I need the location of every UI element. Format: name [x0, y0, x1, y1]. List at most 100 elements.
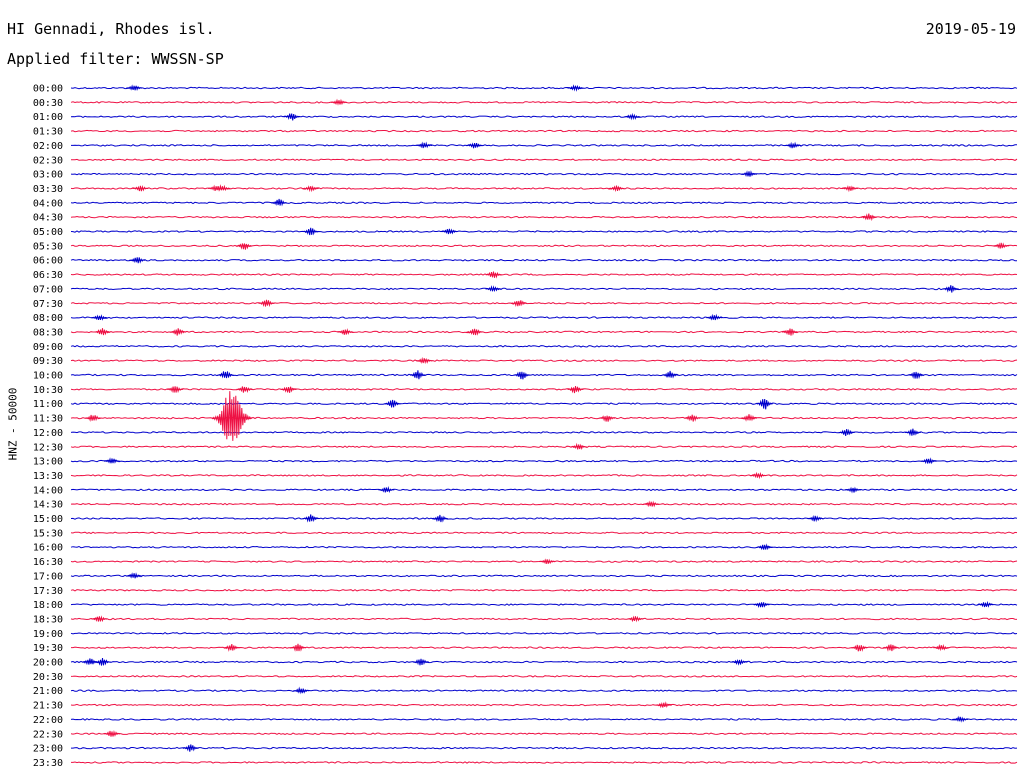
seismic-event [94, 658, 111, 666]
row-time-label: 19:00 [33, 629, 63, 640]
seismic-event [655, 701, 672, 709]
trace-line [70, 287, 1018, 291]
seismic-event [416, 141, 433, 149]
seismic-event [283, 113, 300, 121]
seismic-event [567, 84, 584, 92]
seismic-event [977, 600, 994, 608]
trace-line [70, 101, 1018, 104]
trace-line [70, 703, 1018, 707]
seismic-event [643, 500, 660, 508]
row-time-label: 12:00 [33, 428, 63, 439]
seismic-event [731, 658, 748, 666]
trace-line [70, 574, 1018, 578]
seismic-event [167, 386, 184, 394]
seismic-event [740, 414, 758, 422]
trace-line [71, 158, 1018, 161]
trace-line [70, 345, 1018, 348]
seismic-event [807, 515, 824, 523]
filter-label: Applied filter: WWSSN-SP [7, 50, 224, 68]
seismic-event [627, 615, 644, 623]
row-time-label: 20:30 [33, 672, 63, 683]
trace-line [70, 631, 1018, 635]
seismic-event [756, 399, 773, 410]
seismic-event [280, 386, 297, 393]
seismic-event [81, 658, 98, 666]
trace-line [70, 445, 1018, 448]
row-time-label: 07:30 [33, 299, 63, 310]
seismic-event [182, 744, 199, 752]
station-title: HI Gennadi, Rhodes isl. [7, 20, 215, 38]
trace-line [70, 172, 1018, 176]
trace-line [70, 316, 1018, 319]
trace-line [70, 402, 1018, 405]
trace-line [70, 732, 1018, 735]
row-time-label: 21:00 [33, 686, 63, 697]
row-time-label: 17:30 [33, 586, 63, 597]
trace-line [70, 373, 1018, 377]
trace-line [70, 488, 1018, 492]
seismic-event [337, 328, 354, 335]
seismic-event [599, 415, 616, 422]
row-time-label: 06:30 [33, 270, 63, 281]
trace-line [70, 431, 1018, 434]
trace-line [70, 474, 1018, 477]
trace-line [70, 531, 1018, 535]
earthquake-event [211, 391, 253, 441]
seismic-event [223, 644, 240, 652]
seismic-event [330, 98, 348, 106]
row-time-label: 13:30 [33, 471, 63, 482]
seismic-event [684, 414, 701, 422]
row-time-label: 02:30 [33, 155, 63, 166]
seismic-event [236, 386, 253, 393]
trace-line [70, 660, 1018, 664]
seismic-event [485, 285, 502, 293]
row-time-label: 05:30 [33, 241, 63, 252]
seismic-event [91, 314, 108, 321]
row-time-label: 06:00 [33, 256, 63, 267]
seismic-event [851, 644, 868, 652]
trace-line [70, 388, 1018, 391]
row-time-label: 10:30 [33, 385, 63, 396]
row-time-label: 19:30 [33, 643, 63, 654]
trace-line [71, 746, 1018, 750]
seismic-event [170, 328, 187, 336]
row-time-label: 14:00 [33, 485, 63, 496]
seismic-event [838, 428, 855, 436]
seismic-event [933, 643, 950, 652]
seismic-event [920, 457, 937, 465]
row-time-label: 20:00 [33, 658, 63, 669]
seismic-event [409, 370, 427, 380]
seismic-event [785, 141, 802, 149]
row-time-label: 23:00 [33, 744, 63, 755]
seismic-event [103, 457, 121, 464]
row-time-label: 18:30 [33, 614, 63, 625]
seismic-event [126, 84, 143, 91]
trace-line [70, 244, 1018, 248]
row-time-label: 00:30 [33, 98, 63, 109]
row-time-label: 18:00 [33, 600, 63, 611]
trace-line [70, 589, 1018, 592]
trace-line [70, 603, 1018, 606]
row-time-label: 08:00 [33, 313, 63, 324]
seismic-event [513, 371, 531, 380]
seismic-event [289, 643, 307, 652]
row-time-label: 16:30 [33, 557, 63, 568]
seismic-event [908, 371, 925, 380]
trace-line [70, 545, 1018, 549]
seismic-event [466, 142, 483, 149]
seismic-event [753, 602, 770, 608]
seismic-event [236, 243, 253, 250]
seismic-event [882, 644, 899, 652]
seismic-event [217, 371, 234, 379]
seismic-event [485, 271, 502, 279]
trace-line [71, 144, 1017, 147]
row-time-label: 15:00 [33, 514, 63, 525]
trace-line [70, 502, 1018, 506]
trace-line [70, 201, 1018, 205]
trace-line [70, 129, 1018, 133]
row-time-label: 02:00 [33, 141, 63, 152]
seismic-event [608, 185, 625, 193]
trace-line [70, 330, 1018, 334]
seismic-event [781, 328, 799, 336]
